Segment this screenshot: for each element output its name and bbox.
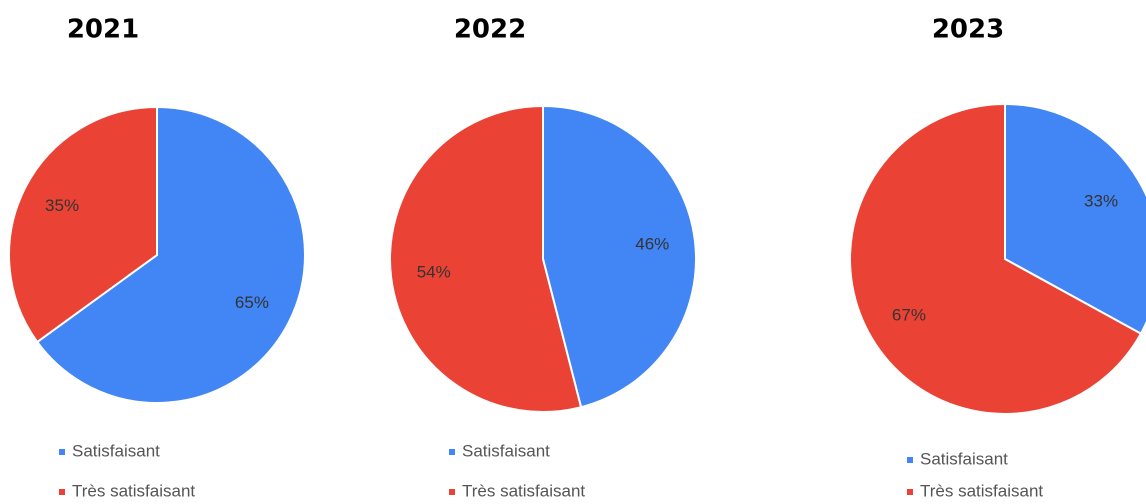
legend-label: Satisfaisant — [72, 441, 160, 460]
slice-label: 54% — [417, 262, 451, 281]
chart-title: 2022 — [454, 15, 526, 45]
slice-label: 46% — [635, 235, 669, 254]
legend-label: Satisfaisant — [462, 441, 550, 460]
pie-slice — [35, 105, 306, 404]
chart-title: 2023 — [932, 15, 1004, 45]
legend-swatch — [59, 449, 65, 455]
slice-label: 67% — [892, 305, 926, 324]
legend-swatch — [449, 489, 455, 495]
slice-label: 65% — [235, 293, 269, 312]
legend-swatch — [907, 489, 913, 495]
pie-slice — [849, 102, 1143, 415]
pie-slice — [8, 105, 158, 344]
slice-label: 35% — [45, 196, 79, 215]
legend-swatch — [59, 489, 65, 495]
pie-slice — [542, 104, 697, 409]
legend-label: Très satisfaisant — [920, 481, 1043, 500]
chart-title: 2021 — [67, 15, 139, 45]
legend-label: Très satisfaisant — [462, 481, 585, 500]
legend-swatch — [449, 449, 455, 455]
pie-slice — [389, 104, 583, 413]
legend-label: Satisfaisant — [920, 449, 1008, 468]
legend-swatch — [907, 457, 913, 463]
legend-label: Très satisfaisant — [72, 481, 195, 500]
slice-label: 33% — [1084, 192, 1118, 211]
pie-slice — [1004, 102, 1146, 336]
